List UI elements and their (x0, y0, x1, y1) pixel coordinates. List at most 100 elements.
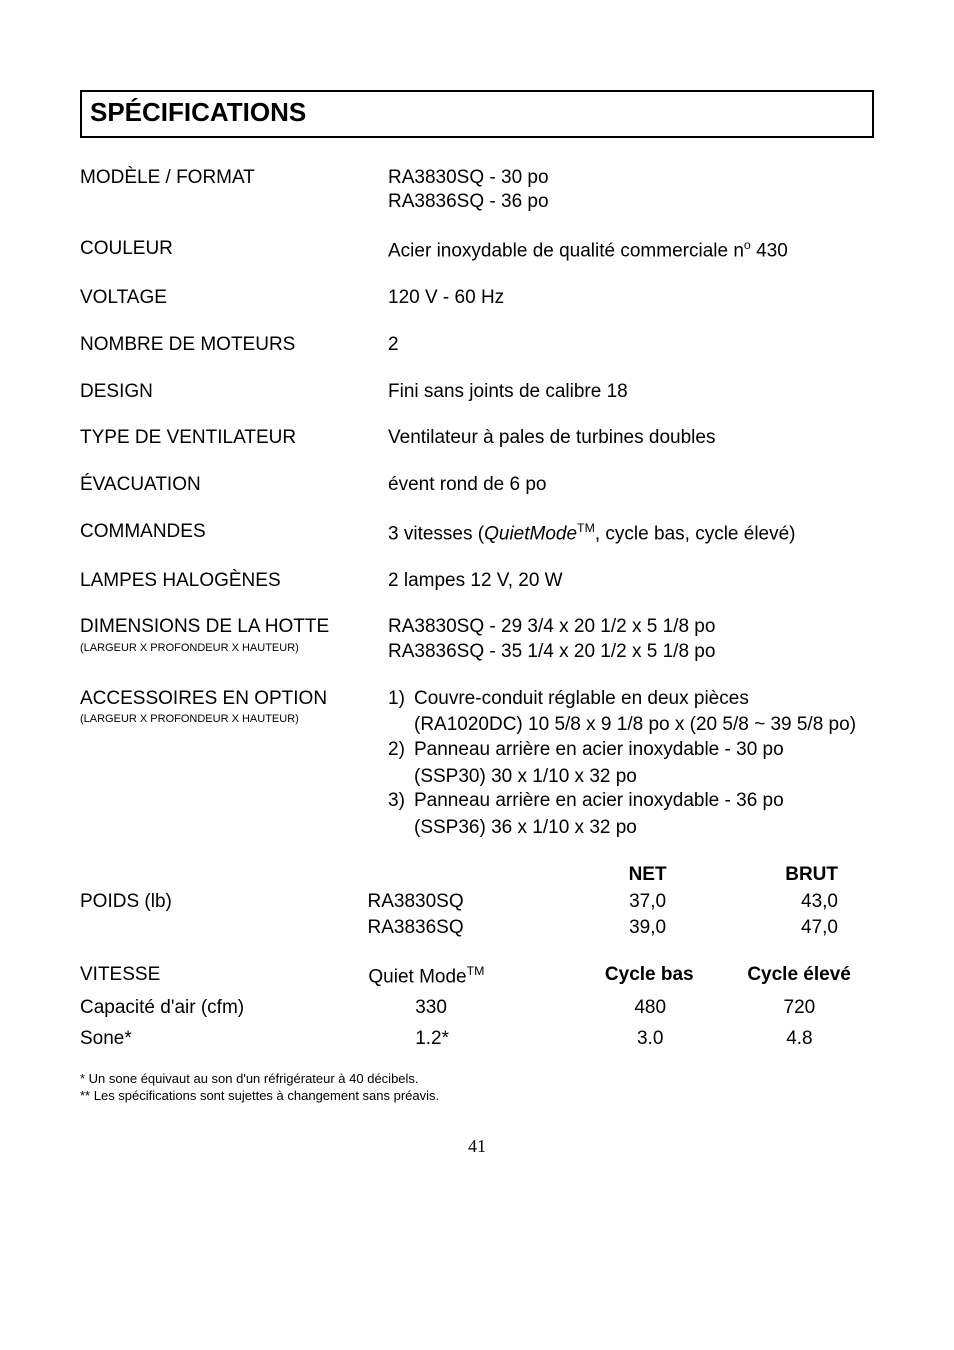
value-moteurs: 2 (388, 333, 874, 358)
vitesse-r1-label: Capacité d'air (cfm) (80, 996, 367, 1021)
vitesse-h-c4: Cycle élevé (724, 963, 874, 990)
vitesse-r2-c3: 3.0 (576, 1027, 725, 1052)
row-voltage: VOLTAGE 120 V - 60 Hz (80, 286, 874, 311)
accessoire-sub-1: (RA1020DC) 10 5/8 x 9 1/8 po x (20 5/8 ~… (388, 713, 874, 738)
poids-r2-model: RA3836SQ (368, 916, 573, 941)
vitesse-h-c3: Cycle bas (574, 963, 724, 990)
accessoire-sub-3: (SSP36) 36 x 1/10 x 32 po (388, 816, 874, 841)
accessoire-text-1: Couvre-conduit réglable en deux pièces (414, 687, 874, 712)
row-commandes: COMMANDES 3 vitesses (QuietModeTM, cycle… (80, 520, 874, 547)
vitesse-h-label: VITESSE (80, 963, 368, 990)
dimensions-v1: RA3830SQ - 29 3/4 x 20 1/2 x 5 1/8 po (388, 615, 874, 640)
vitesse-r1-c3: 480 (576, 996, 725, 1021)
vitesse-r1-c2: 330 (367, 996, 575, 1021)
poids-r2-brut: 47,0 (722, 916, 874, 941)
dimensions-sublabel: (LARGEUR X PROFONDEUR X HAUTEUR) (80, 641, 388, 655)
dimensions-v2: RA3836SQ - 35 1/4 x 20 1/2 x 5 1/8 po (388, 640, 874, 665)
poids-empty (80, 863, 368, 888)
accessoire-item-3: 3) Panneau arrière en acier inoxydable -… (388, 789, 874, 814)
vitesse-r2-c2: 1.2* (367, 1027, 575, 1052)
label-voltage: VOLTAGE (80, 286, 388, 311)
commandes-post: , cycle bas, cycle élevé) (595, 523, 796, 544)
vitesse-row-2: Sone* 1.2* 3.0 4.8 (80, 1027, 874, 1052)
accessoire-num-1: 1) (388, 687, 414, 712)
value-dimensions: RA3830SQ - 29 3/4 x 20 1/2 x 5 1/8 po RA… (388, 615, 874, 664)
label-lampes: LAMPES HALOGÈNES (80, 569, 388, 594)
row-ventilateur: TYPE DE VENTILATEUR Ventilateur à pales … (80, 426, 874, 451)
modele-v1: RA3830SQ - 30 po (388, 166, 874, 191)
label-evacuation: ÉVACUATION (80, 473, 388, 498)
vitesse-r2-c4: 4.8 (725, 1027, 874, 1052)
row-evacuation: ÉVACUATION évent rond de 6 po (80, 473, 874, 498)
row-design: DESIGN Fini sans joints de calibre 18 (80, 380, 874, 405)
value-lampes: 2 lampes 12 V, 20 W (388, 569, 874, 594)
accessoire-text-3: Panneau arrière en acier inoxydable - 36… (414, 789, 874, 814)
vitesse-h-c2-pre: Quiet Mode (368, 966, 466, 987)
poids-label: POIDS (lb) (80, 890, 368, 915)
poids-empty3 (80, 916, 368, 941)
row-moteurs: NOMBRE DE MOTEURS 2 (80, 333, 874, 358)
label-commandes: COMMANDES (80, 520, 388, 545)
label-accessoires: ACCESSOIRES EN OPTION (LARGEUR X PROFOND… (80, 687, 388, 727)
label-ventilateur: TYPE DE VENTILATEUR (80, 426, 388, 451)
label-design: DESIGN (80, 380, 388, 405)
commandes-ital: QuietMode (484, 523, 577, 544)
vitesse-header-row: VITESSE Quiet ModeTM Cycle bas Cycle éle… (80, 963, 874, 990)
value-evacuation: évent rond de 6 po (388, 473, 874, 498)
label-couleur: COULEUR (80, 237, 388, 262)
couleur-pre: Acier inoxydable de qualité commerciale … (388, 241, 744, 262)
couleur-post: 430 (751, 241, 788, 262)
value-voltage: 120 V - 60 Hz (388, 286, 874, 311)
poids-r1-model: RA3830SQ (368, 890, 573, 915)
value-ventilateur: Ventilateur à pales de turbines doubles (388, 426, 874, 451)
vitesse-row-1: Capacité d'air (cfm) 330 480 720 (80, 996, 874, 1021)
vitesse-h-c2-sup: TM (467, 964, 485, 978)
value-accessoires: 1) Couvre-conduit réglable en deux pièce… (388, 687, 874, 841)
label-moteurs: NOMBRE DE MOTEURS (80, 333, 388, 358)
footnote-1: * Un sone équivaut au son d'un réfrigéra… (80, 1071, 874, 1088)
poids-r1-brut: 43,0 (722, 890, 874, 915)
row-dimensions: DIMENSIONS DE LA HOTTE (LARGEUR X PROFON… (80, 615, 874, 664)
poids-r1-net: 37,0 (573, 890, 722, 915)
value-commandes: 3 vitesses (QuietModeTM, cycle bas, cycl… (388, 520, 874, 547)
accessoire-num-2: 2) (388, 738, 414, 763)
accessoire-text-2: Panneau arrière en acier inoxydable - 30… (414, 738, 874, 763)
footnotes: * Un sone équivaut au son d'un réfrigéra… (80, 1071, 874, 1105)
poids-r2-net: 39,0 (573, 916, 722, 941)
poids-header-row: NET BRUT (80, 863, 874, 888)
row-modele: MODÈLE / FORMAT RA3830SQ - 30 po RA3836S… (80, 166, 874, 215)
accessoire-num-3: 3) (388, 789, 414, 814)
accessoires-label-text: ACCESSOIRES EN OPTION (80, 688, 327, 709)
poids-h-brut: BRUT (722, 863, 874, 888)
accessoires-sublabel: (LARGEUR X PROFONDEUR X HAUTEUR) (80, 712, 388, 726)
poids-section: NET BRUT POIDS (lb) RA3830SQ 37,0 43,0 R… (80, 863, 874, 941)
vitesse-r2-label: Sone* (80, 1027, 367, 1052)
dimensions-label-text: DIMENSIONS DE LA HOTTE (80, 616, 329, 637)
row-accessoires: ACCESSOIRES EN OPTION (LARGEUR X PROFOND… (80, 687, 874, 841)
row-couleur: COULEUR Acier inoxydable de qualité comm… (80, 237, 874, 264)
label-dimensions: DIMENSIONS DE LA HOTTE (LARGEUR X PROFON… (80, 615, 388, 655)
poids-row-2: RA3836SQ 39,0 47,0 (80, 916, 874, 941)
poids-h-net: NET (573, 863, 722, 888)
commandes-sup: TM (577, 521, 595, 535)
accessoire-item-1: 1) Couvre-conduit réglable en deux pièce… (388, 687, 874, 712)
vitesse-section: VITESSE Quiet ModeTM Cycle bas Cycle éle… (80, 963, 874, 1051)
value-modele: RA3830SQ - 30 po RA3836SQ - 36 po (388, 166, 874, 215)
commandes-pre: 3 vitesses ( (388, 523, 484, 544)
value-design: Fini sans joints de calibre 18 (388, 380, 874, 405)
vitesse-h-c2: Quiet ModeTM (368, 963, 574, 990)
couleur-sup: o (744, 238, 751, 252)
value-couleur: Acier inoxydable de qualité commerciale … (388, 237, 874, 264)
section-title-box: SPÉCIFICATIONS (80, 90, 874, 138)
accessoire-item-2: 2) Panneau arrière en acier inoxydable -… (388, 738, 874, 763)
vitesse-r1-c4: 720 (725, 996, 874, 1021)
poids-empty2 (368, 863, 573, 888)
row-lampes: LAMPES HALOGÈNES 2 lampes 12 V, 20 W (80, 569, 874, 594)
modele-v2: RA3836SQ - 36 po (388, 190, 874, 215)
label-modele: MODÈLE / FORMAT (80, 166, 388, 191)
page-number: 41 (80, 1135, 874, 1158)
poids-row-1: POIDS (lb) RA3830SQ 37,0 43,0 (80, 890, 874, 915)
accessoire-sub-2: (SSP30) 30 x 1/10 x 32 po (388, 765, 874, 790)
section-title: SPÉCIFICATIONS (90, 96, 864, 130)
footnote-2: ** Les spécifications sont sujettes à ch… (80, 1088, 874, 1105)
